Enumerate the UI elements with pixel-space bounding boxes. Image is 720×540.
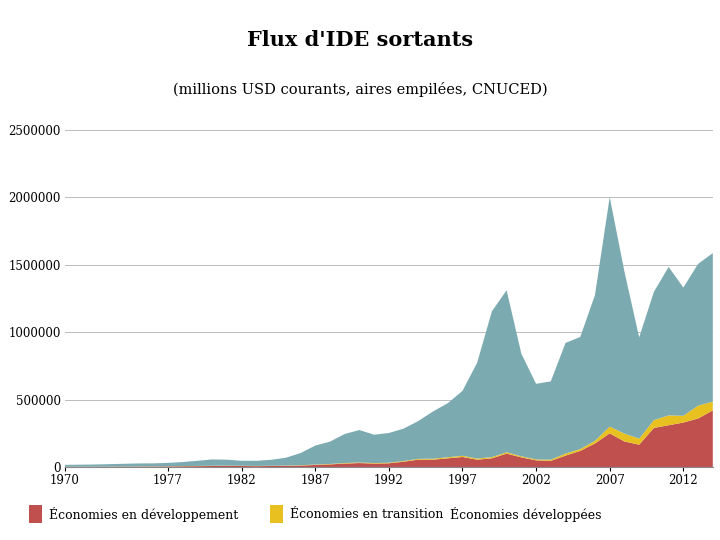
- Text: Économies développées: Économies développées: [450, 507, 601, 522]
- Text: Économies en développement: Économies en développement: [49, 507, 238, 522]
- Text: Flux d'IDE sortants: Flux d'IDE sortants: [247, 30, 473, 50]
- Bar: [270, 505, 283, 523]
- Bar: [29, 505, 42, 523]
- Text: (millions USD courants, aires empilées, CNUCED): (millions USD courants, aires empilées, …: [173, 82, 547, 97]
- Text: Économies en transition: Économies en transition: [290, 508, 444, 521]
